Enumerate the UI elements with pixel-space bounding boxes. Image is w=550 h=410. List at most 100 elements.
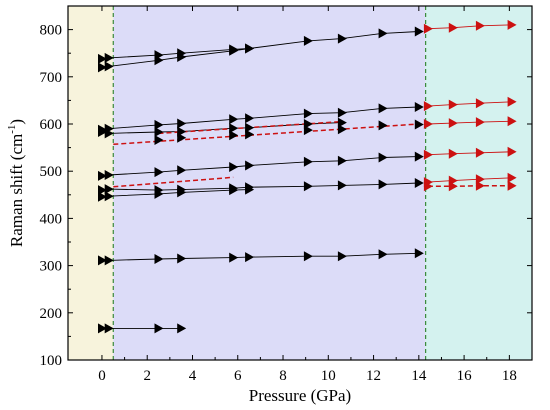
data-point-marker bbox=[177, 118, 187, 129]
data-point-marker bbox=[177, 132, 187, 143]
data-point-marker bbox=[507, 172, 517, 183]
data-point-marker bbox=[98, 53, 107, 64]
data-point-marker bbox=[414, 248, 424, 259]
x-tick-label: 12 bbox=[366, 368, 381, 384]
data-point-marker bbox=[475, 174, 485, 185]
data-point-marker bbox=[104, 128, 114, 139]
plot-frame bbox=[67, 5, 533, 361]
data-point-marker bbox=[378, 152, 388, 163]
data-point-marker bbox=[337, 155, 347, 166]
data-point-marker bbox=[423, 181, 433, 192]
x-tick-label: 14 bbox=[411, 368, 427, 384]
data-point-marker bbox=[154, 127, 164, 137]
data-point-marker bbox=[229, 185, 239, 196]
data-point-marker bbox=[448, 22, 458, 33]
y-tick-label: 300 bbox=[40, 259, 63, 275]
data-point-marker bbox=[507, 146, 517, 157]
data-point-marker bbox=[414, 102, 424, 112]
data-point-marker bbox=[378, 120, 388, 131]
data-point-marker bbox=[229, 162, 239, 172]
x-tick-label: 0 bbox=[98, 368, 106, 384]
data-point-marker bbox=[104, 184, 114, 195]
x-tick-label: 2 bbox=[143, 368, 151, 384]
series-line-19 bbox=[427, 185, 512, 188]
data-point-marker bbox=[303, 181, 313, 192]
data-point-marker bbox=[475, 98, 485, 109]
data-point-marker bbox=[229, 45, 239, 56]
data-point-marker bbox=[229, 130, 239, 141]
data-point-marker bbox=[229, 114, 239, 125]
y-tick-label: 400 bbox=[40, 211, 63, 227]
y-tick-label: 200 bbox=[40, 306, 63, 322]
data-point-marker bbox=[104, 255, 114, 266]
data-point-marker bbox=[98, 323, 107, 334]
x-tick-label: 4 bbox=[189, 368, 197, 384]
data-point-marker bbox=[98, 255, 107, 266]
series-line-9 bbox=[102, 252, 419, 261]
data-point-marker bbox=[104, 61, 114, 72]
data-point-marker bbox=[303, 35, 313, 46]
data-point-marker bbox=[154, 55, 164, 66]
data-point-marker bbox=[245, 252, 255, 263]
data-point-marker bbox=[423, 119, 433, 129]
data-point-marker bbox=[98, 170, 107, 181]
phase-regions bbox=[68, 6, 532, 360]
series-line-6 bbox=[101, 156, 419, 177]
data-point-marker bbox=[423, 23, 433, 34]
data-point-marker bbox=[154, 188, 164, 199]
data-point-marker bbox=[154, 254, 164, 264]
data-point-marker bbox=[98, 127, 107, 137]
data-point-marker bbox=[378, 179, 388, 190]
data-point-marker bbox=[378, 249, 388, 260]
series-line-15 bbox=[427, 101, 512, 107]
data-point-marker bbox=[337, 251, 347, 262]
data-point-marker bbox=[303, 125, 313, 136]
data-point-marker bbox=[154, 135, 164, 145]
data-point-marker bbox=[104, 191, 114, 202]
y-axis-title-main: Raman shift (cm bbox=[7, 134, 26, 247]
data-point-marker bbox=[337, 117, 347, 128]
series-line-2 bbox=[101, 31, 419, 68]
data-point-marker bbox=[303, 156, 313, 167]
y-tick-label: 500 bbox=[40, 164, 63, 180]
data-point-marker bbox=[177, 253, 187, 264]
data-point-marker bbox=[245, 160, 255, 171]
y-axis-title: Raman shift (cm-1) bbox=[6, 119, 26, 247]
series-line-13 bbox=[113, 176, 234, 188]
x-tick-label: 18 bbox=[502, 368, 517, 384]
y-axis-ticks: 100 200 300 400 500 600 700 800 bbox=[40, 23, 532, 369]
data-point-marker bbox=[245, 43, 255, 54]
data-point-marker bbox=[448, 148, 458, 159]
data-point-marker bbox=[475, 147, 485, 158]
data-point-marker bbox=[98, 191, 107, 202]
data-point-marker bbox=[475, 117, 485, 128]
data-point-marker bbox=[245, 129, 255, 140]
data-point-marker bbox=[337, 124, 347, 135]
data-point-marker bbox=[448, 99, 458, 110]
data-point-marker bbox=[448, 181, 458, 192]
data-point-marker bbox=[245, 113, 255, 124]
y-axis-title-superscript: -1 bbox=[6, 125, 18, 134]
data-point-marker bbox=[507, 180, 517, 191]
data-point-marker bbox=[303, 108, 313, 119]
data-point-marker bbox=[177, 52, 187, 62]
data-point-marker bbox=[507, 96, 517, 107]
data-point-marker bbox=[414, 151, 424, 162]
data-point-marker bbox=[104, 170, 114, 180]
data-point-marker bbox=[245, 122, 255, 133]
data-point-marker bbox=[104, 323, 114, 334]
data-point-marker bbox=[229, 252, 239, 263]
data-point-marker bbox=[423, 101, 433, 112]
series-line-11 bbox=[113, 123, 419, 146]
data-point-marker bbox=[507, 19, 517, 30]
y-tick-label: 600 bbox=[40, 117, 63, 133]
y-tick-label: 800 bbox=[40, 23, 63, 39]
data-point-marker bbox=[337, 33, 347, 44]
y-tick-label: 100 bbox=[40, 353, 63, 369]
data-markers bbox=[98, 19, 517, 334]
data-point-marker bbox=[245, 184, 255, 195]
series-line-3 bbox=[101, 106, 419, 131]
data-point-marker bbox=[337, 107, 347, 118]
x-axis-ticks: 0 2 4 6 8 10 12 14 16 18 bbox=[98, 6, 517, 384]
